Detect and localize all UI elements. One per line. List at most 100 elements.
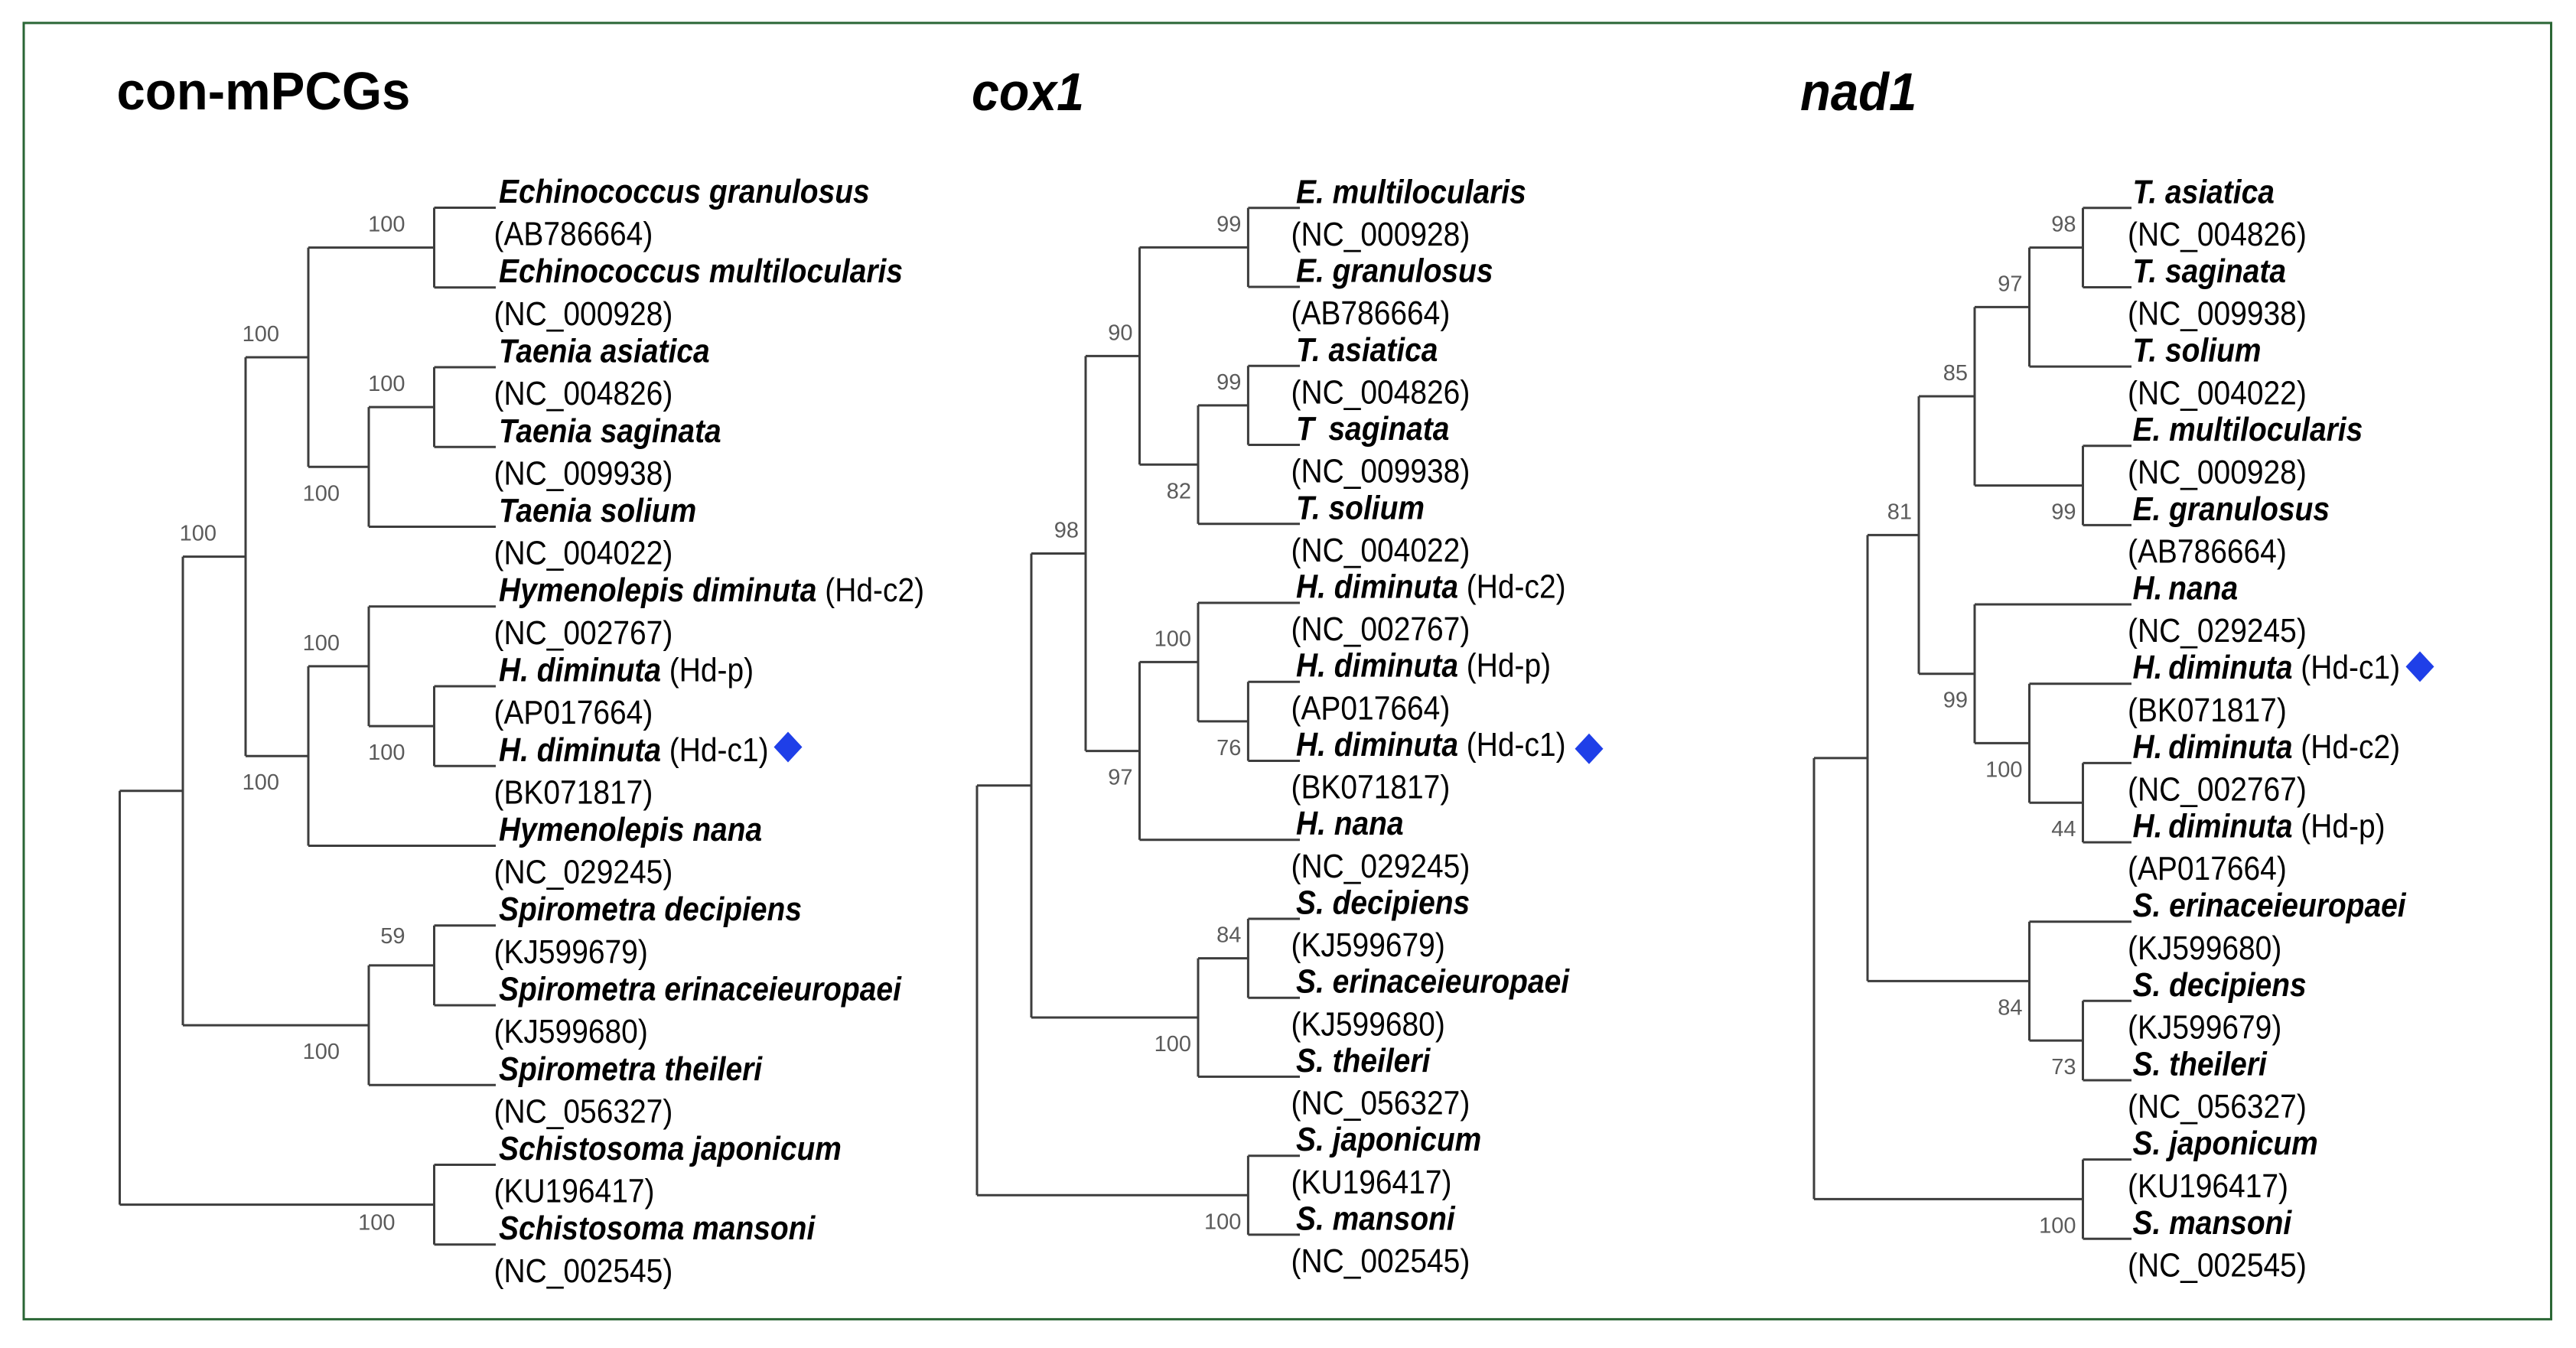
svg-text:(KJ599679): (KJ599679)	[2128, 1009, 2281, 1047]
svg-text:H. diminuta: H. diminuta	[499, 731, 661, 769]
svg-text:(NC_056327): (NC_056327)	[494, 1093, 673, 1131]
svg-text:(AP017664): (AP017664)	[494, 694, 653, 731]
svg-text:(Hd-p): (Hd-p)	[1467, 647, 1551, 685]
svg-text:90: 90	[1108, 321, 1132, 345]
svg-text:Echinococcus multilocularis: Echinococcus multilocularis	[499, 252, 903, 290]
svg-text:100: 100	[303, 1040, 340, 1064]
svg-text:(NC_004022): (NC_004022)	[1291, 532, 1470, 569]
svg-text:(Hd-c2): (Hd-c2)	[825, 571, 924, 609]
svg-text:(NC_004022): (NC_004022)	[2128, 374, 2307, 412]
svg-text:85: 85	[1943, 361, 1968, 386]
svg-text:S. decipiens: S. decipiens	[1296, 884, 1470, 922]
svg-text:(NC_002545): (NC_002545)	[2128, 1247, 2307, 1285]
svg-text:T. asiatica: T. asiatica	[2133, 173, 2275, 210]
svg-text:(NC_002767): (NC_002767)	[494, 614, 673, 652]
svg-text:97: 97	[1108, 766, 1132, 790]
svg-text:(NC_029245): (NC_029245)	[494, 854, 673, 891]
svg-text:(KJ599679): (KJ599679)	[494, 933, 648, 971]
svg-text:(NC_009938): (NC_009938)	[1291, 453, 1470, 490]
svg-text:Hymenolepis diminuta: Hymenolepis diminuta	[499, 571, 816, 609]
svg-text:Schistosoma japonicum: Schistosoma japonicum	[499, 1130, 842, 1167]
svg-text:(Hd-c2): (Hd-c2)	[2301, 728, 2400, 766]
svg-text:100: 100	[1154, 1032, 1191, 1057]
svg-text:S. theileri: S. theileri	[1296, 1042, 1431, 1079]
svg-text:(NC_002767): (NC_002767)	[2128, 771, 2307, 809]
svg-text:S. erinaceieuropaei: S. erinaceieuropaei	[1296, 963, 1570, 1001]
svg-text:(KJ599680): (KJ599680)	[494, 1013, 648, 1050]
svg-text:(NC_000928): (NC_000928)	[1291, 216, 1470, 253]
svg-text:100: 100	[243, 770, 279, 795]
svg-text:(NC_029245): (NC_029245)	[2128, 612, 2307, 650]
svg-text:100: 100	[1154, 627, 1191, 651]
svg-text:Taenia asiatica: Taenia asiatica	[499, 333, 710, 370]
svg-text:(Hd-c1): (Hd-c1)	[1467, 726, 1566, 764]
svg-text:(NC_002767): (NC_002767)	[1291, 611, 1470, 648]
svg-text:59: 59	[380, 924, 405, 949]
svg-text:(Hd-p): (Hd-p)	[669, 652, 754, 689]
svg-text:(NC_004826): (NC_004826)	[1291, 374, 1470, 412]
svg-text:(KJ599679): (KJ599679)	[1291, 926, 1445, 964]
svg-text:99: 99	[1216, 370, 1241, 395]
svg-text:(KJ599680): (KJ599680)	[2128, 930, 2281, 967]
svg-text:73: 73	[2051, 1055, 2076, 1079]
svg-text:100: 100	[303, 631, 340, 656]
svg-text:100: 100	[358, 1211, 395, 1236]
svg-text:(AB786664): (AB786664)	[1291, 295, 1451, 332]
svg-text:con-mPCGs: con-mPCGs	[117, 61, 411, 121]
svg-text:(NC_056327): (NC_056327)	[2128, 1088, 2307, 1125]
svg-text:100: 100	[2039, 1213, 2076, 1238]
svg-text:H. diminuta: H. diminuta	[2133, 649, 2293, 686]
svg-text:(NC_000928): (NC_000928)	[2128, 454, 2307, 491]
svg-text:(NC_000928): (NC_000928)	[494, 295, 673, 333]
svg-text:100: 100	[180, 522, 217, 546]
svg-text:E. granulosus: E. granulosus	[2133, 490, 2330, 528]
svg-text:84: 84	[1216, 923, 1241, 948]
svg-text:76: 76	[1216, 736, 1241, 760]
svg-text:E. multilocularis: E. multilocularis	[2133, 411, 2363, 448]
svg-text:(BK071817): (BK071817)	[2128, 692, 2287, 729]
svg-text:100: 100	[368, 741, 405, 765]
svg-text:100: 100	[1985, 757, 2022, 782]
svg-text:E. granulosus: E. granulosus	[1296, 252, 1493, 290]
svg-text:98: 98	[2051, 213, 2076, 237]
svg-text:(Hd-c1): (Hd-c1)	[2301, 649, 2400, 686]
svg-text:(Hd-c2): (Hd-c2)	[1467, 568, 1566, 606]
svg-text:(AB786664): (AB786664)	[2128, 533, 2287, 571]
svg-text:97: 97	[1998, 272, 2022, 296]
svg-text:nad1: nad1	[1800, 62, 1917, 122]
svg-text:(AP017664): (AP017664)	[1291, 689, 1451, 727]
svg-text:S. japonicum: S. japonicum	[1296, 1121, 1481, 1158]
svg-text:(Hd-c1): (Hd-c1)	[669, 731, 769, 769]
svg-text:(KU196417): (KU196417)	[494, 1173, 655, 1210]
svg-text:(NC_004826): (NC_004826)	[494, 375, 673, 412]
svg-text:S. erinaceieuropaei: S. erinaceieuropaei	[2133, 887, 2407, 924]
svg-text:cox1: cox1	[972, 62, 1084, 122]
svg-text:(Hd-p): (Hd-p)	[2301, 808, 2385, 845]
svg-text:Spirometra erinaceieuropaei: Spirometra erinaceieuropaei	[499, 971, 902, 1008]
svg-text:H. diminuta: H. diminuta	[2133, 728, 2293, 766]
svg-text:Taenia solium: Taenia solium	[499, 492, 696, 529]
svg-text:S. mansoni: S. mansoni	[1296, 1200, 1455, 1237]
svg-text:T. solium: T. solium	[2133, 332, 2262, 370]
svg-text:99: 99	[1216, 212, 1241, 236]
svg-text:84: 84	[1998, 995, 2022, 1020]
svg-text:T saginata: T saginata	[1296, 410, 1449, 448]
svg-text:H. diminuta: H. diminuta	[1296, 568, 1458, 606]
svg-text:44: 44	[2051, 817, 2076, 842]
svg-text:Hymenolepis nana: Hymenolepis nana	[499, 811, 762, 848]
svg-text:(NC_009938): (NC_009938)	[2128, 295, 2307, 333]
svg-text:(NC_004022): (NC_004022)	[494, 535, 673, 572]
svg-text:T. solium: T. solium	[1296, 489, 1425, 526]
svg-text:100: 100	[368, 372, 405, 396]
svg-text:99: 99	[1943, 689, 1968, 713]
svg-text:100: 100	[303, 481, 340, 506]
svg-text:Echinococcus granulosus: Echinococcus granulosus	[499, 173, 870, 210]
svg-text:(KJ599680): (KJ599680)	[1291, 1005, 1445, 1043]
svg-text:Spirometra theileri: Spirometra theileri	[499, 1050, 763, 1088]
svg-text:100: 100	[243, 322, 279, 347]
svg-text:H. nana: H. nana	[1296, 805, 1404, 842]
svg-text:Taenia saginata: Taenia saginata	[499, 412, 721, 450]
svg-text:(NC_004826): (NC_004826)	[2128, 216, 2307, 253]
svg-text:(KU196417): (KU196417)	[2128, 1167, 2288, 1205]
svg-text:S. japonicum: S. japonicum	[2133, 1125, 2318, 1162]
